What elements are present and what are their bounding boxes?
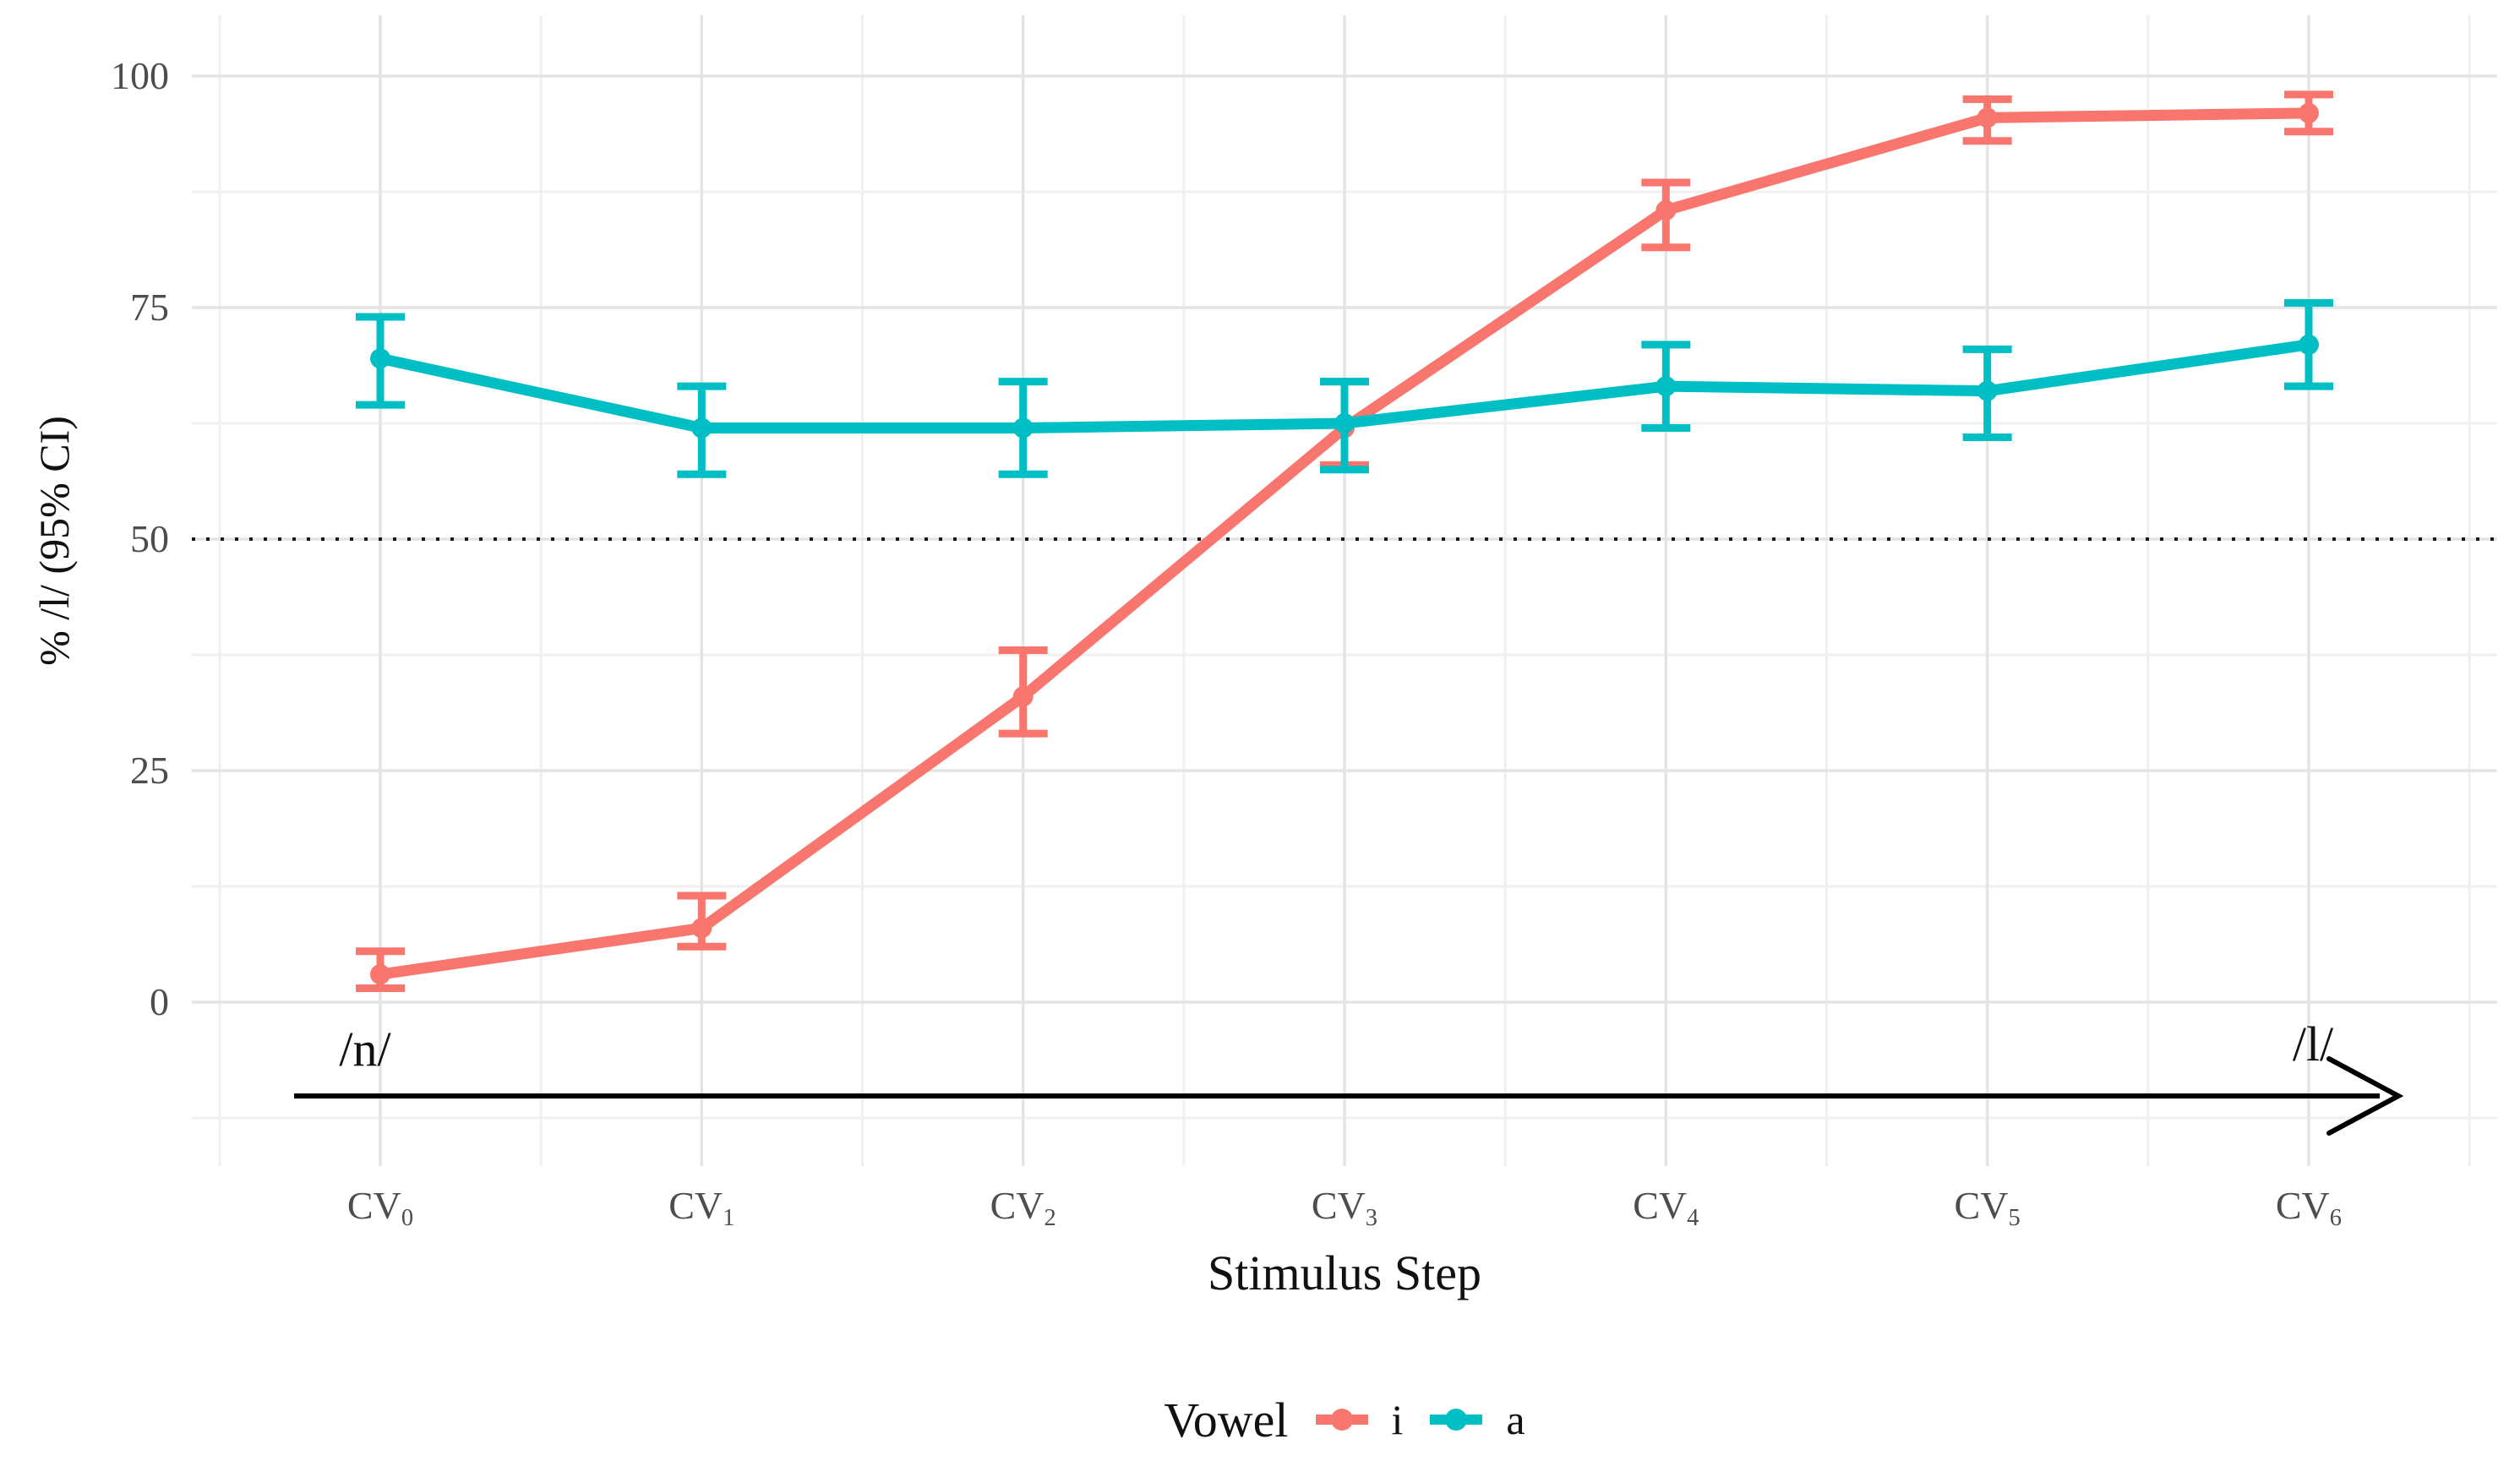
legend-key-i (1315, 1409, 1368, 1431)
legend: Vowel i a (192, 1384, 2497, 1455)
y-tick-label: 25 (130, 749, 169, 792)
y-tick-label: 100 (111, 54, 169, 97)
x-tick-label: CV0 (346, 1184, 414, 1231)
gridlines-major (192, 15, 2497, 1166)
legend-item-i: i (1314, 1395, 1404, 1444)
annotation-l: /l/ (2292, 1017, 2334, 1071)
series-a-group (356, 299, 2333, 478)
x-tick-label: CV4 (1633, 1184, 1699, 1231)
x-axis-title: Stimulus Step (1208, 1246, 1481, 1300)
legend-label-a: a (1506, 1396, 1525, 1443)
legend-item-a: a (1428, 1395, 1525, 1444)
legend-title: Vowel (1164, 1392, 1289, 1447)
legend-label-i: i (1391, 1396, 1404, 1443)
x-tick-label: CV1 (668, 1184, 735, 1231)
continuum-arrow (294, 1056, 2404, 1136)
x-tick-label: CV2 (990, 1184, 1056, 1231)
x-tick-label: CV6 (2275, 1184, 2343, 1231)
y-tick-label: 50 (130, 517, 169, 560)
y-tick-label: 0 (150, 980, 169, 1023)
legend-key-a (1430, 1409, 1483, 1431)
annotation-n: /n/ (339, 1022, 391, 1077)
x-tick-label: CV5 (1954, 1184, 2021, 1231)
y-tick-label: 75 (130, 286, 169, 329)
x-tick-label: CV3 (1311, 1184, 1378, 1231)
